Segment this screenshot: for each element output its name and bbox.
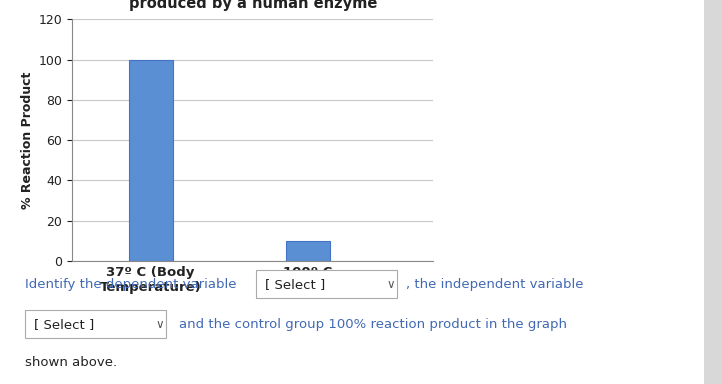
- Bar: [286, 241, 330, 261]
- Y-axis label: % Reaction Product: % Reaction Product: [22, 71, 35, 209]
- Text: and the control group 100% reaction product in the graph: and the control group 100% reaction prod…: [179, 318, 567, 331]
- Text: [ Select ]: [ Select ]: [34, 318, 94, 331]
- Text: ∨: ∨: [386, 278, 395, 291]
- Text: Identify the dependent variable: Identify the dependent variable: [25, 278, 237, 291]
- Text: [ Select ]: [ Select ]: [265, 278, 325, 291]
- Bar: [129, 60, 173, 261]
- Title: The effect of increasing temperature
on the amount of reaction product
produced : The effect of increasing temperature on …: [100, 0, 406, 11]
- Text: ∨: ∨: [155, 318, 164, 331]
- Text: shown above.: shown above.: [25, 356, 118, 369]
- Text: , the independent variable: , the independent variable: [406, 278, 583, 291]
